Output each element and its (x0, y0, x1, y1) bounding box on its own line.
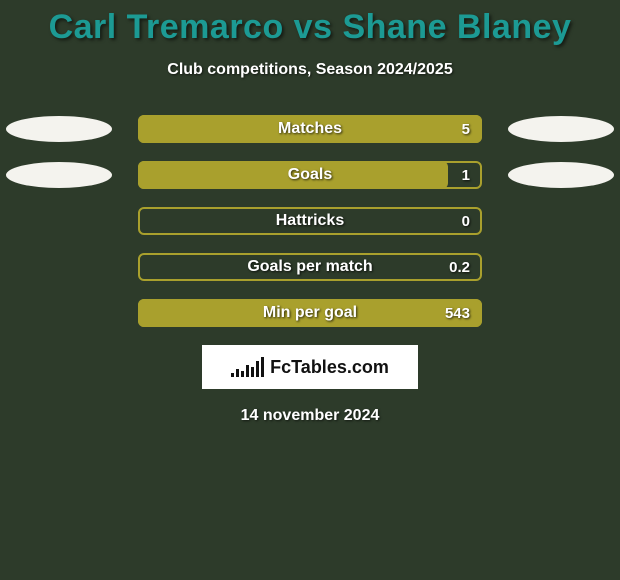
bar-fill (138, 299, 482, 327)
bar-value: 0.2 (449, 259, 470, 276)
left-ellipse (6, 300, 112, 326)
logo-bars-icon (231, 357, 264, 377)
bar-outline (138, 253, 482, 281)
stat-row: Goals1 (0, 161, 620, 189)
date-text: 14 november 2024 (0, 407, 620, 425)
bar-value: 5 (462, 121, 470, 138)
stat-bar: Hattricks0 (138, 207, 482, 235)
bar-value: 1 (462, 167, 470, 184)
bar-outline (138, 207, 482, 235)
stat-row: Hattricks0 (0, 207, 620, 235)
stat-row: Goals per match0.2 (0, 253, 620, 281)
left-ellipse (6, 162, 112, 188)
right-ellipse (508, 162, 614, 188)
bar-fill (138, 115, 482, 143)
stat-bar: Goals1 (138, 161, 482, 189)
right-ellipse (508, 254, 614, 280)
stat-bar: Min per goal543 (138, 299, 482, 327)
comparison-infographic: Carl Tremarco vs Shane Blaney Club compe… (0, 0, 620, 425)
page-title: Carl Tremarco vs Shane Blaney (0, 8, 620, 47)
left-ellipse (6, 254, 112, 280)
stat-bar: Matches5 (138, 115, 482, 143)
bar-label: Hattricks (138, 212, 482, 230)
logo-text: FcTables.com (270, 357, 389, 378)
stat-row: Min per goal543 (0, 299, 620, 327)
stat-bar: Goals per match0.2 (138, 253, 482, 281)
left-ellipse (6, 116, 112, 142)
left-ellipse (6, 208, 112, 234)
footer: FcTables.com 14 november 2024 (0, 345, 620, 425)
stat-rows: Matches5Goals1Hattricks0Goals per match0… (0, 115, 620, 327)
bar-label: Goals per match (138, 258, 482, 276)
bar-value: 0 (462, 213, 470, 230)
right-ellipse (508, 116, 614, 142)
subtitle: Club competitions, Season 2024/2025 (0, 61, 620, 79)
right-ellipse (508, 300, 614, 326)
stat-row: Matches5 (0, 115, 620, 143)
bar-fill (138, 161, 448, 189)
bar-value: 543 (445, 305, 470, 322)
right-ellipse (508, 208, 614, 234)
fctables-logo: FcTables.com (202, 345, 418, 389)
